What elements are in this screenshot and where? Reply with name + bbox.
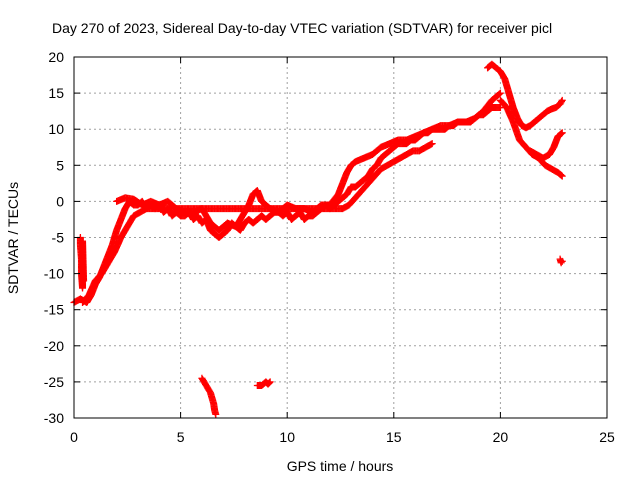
- x-tick-label: 25: [599, 429, 615, 445]
- chart-title: Day 270 of 2023, Sidereal Day-to-day VTE…: [52, 20, 552, 36]
- data-points: [70, 60, 566, 418]
- axis-ticks: 0 5 10 15 20 25 -30 -25 -20 -15 -10 -5 0 5 10 15 20: [44, 49, 615, 445]
- data-point-post-peak-lower-branch: [557, 171, 565, 179]
- y-tick-label: -15: [44, 302, 64, 318]
- data-point-main-track: [496, 104, 504, 112]
- grid-lines: [74, 57, 607, 418]
- y-tick-label: -20: [44, 338, 64, 354]
- data-point-post-peak-lower-branch: [558, 172, 566, 180]
- data-point-negative-excursion-9h: [265, 379, 273, 387]
- y-tick-label: 15: [48, 85, 64, 101]
- data-point-negative-excursion-6h: [212, 410, 220, 418]
- data-point-post-peak-upper-branch: [558, 96, 566, 104]
- x-tick-label: 10: [279, 429, 295, 445]
- data-point-negative-excursion-9h: [266, 378, 274, 386]
- data-point-negative-excursion-9h: [265, 379, 273, 387]
- data-point-post-peak-middle-branch: [558, 129, 566, 137]
- y-tick-label: -10: [44, 266, 64, 282]
- x-tick-label: 0: [70, 429, 78, 445]
- x-tick-label: 20: [493, 429, 509, 445]
- data-point-outlier-late: [557, 259, 565, 267]
- y-tick-label: 5: [56, 157, 64, 173]
- data-point-lower-track: [428, 140, 436, 148]
- x-axis-label: GPS time / hours: [287, 458, 394, 474]
- y-tick-label: -25: [44, 374, 64, 390]
- data-point-outlier-late: [558, 257, 566, 265]
- y-axis-label: SDTVAR / TECUs: [5, 182, 21, 294]
- data-point-post-peak-middle-branch: [557, 130, 565, 138]
- data-point-post-peak-upper-branch: [558, 98, 566, 106]
- data-point-upper-track: [495, 90, 503, 98]
- y-tick-label: -5: [52, 230, 65, 246]
- y-tick-label: 0: [56, 193, 64, 209]
- y-tick-label: -30: [44, 410, 64, 426]
- x-tick-label: 5: [177, 429, 185, 445]
- y-tick-label: 10: [48, 121, 64, 137]
- data-point-upper-track: [496, 89, 504, 97]
- data-point-outliers-early: [80, 277, 88, 285]
- y-tick-label: 20: [48, 49, 64, 65]
- x-tick-label: 15: [386, 429, 402, 445]
